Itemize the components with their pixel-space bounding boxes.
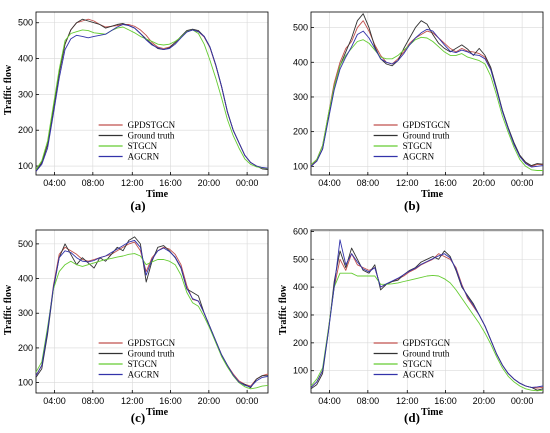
legend-entry: Ground truth <box>128 349 175 359</box>
chart-panel-1: 100 200 300 400 500 04:00 08:00 12:00 16:00 20:00… <box>3 11 269 213</box>
series-line-agcrn <box>310 239 544 388</box>
x-tick-label: 20:00 <box>473 396 496 406</box>
x-tick-label: 12:00 <box>121 396 144 406</box>
y-tick-label: 400 <box>18 274 33 284</box>
x-tick-label: 04:00 <box>43 178 66 188</box>
y-tick-label: 200 <box>293 338 308 348</box>
x-tick-label: 16:00 <box>159 396 182 406</box>
y-tick-label: 500 <box>18 239 33 249</box>
legend-entry: AGCRN <box>128 370 160 380</box>
y-tick-label: 500 <box>18 18 33 28</box>
x-tick-label: 20:00 <box>473 178 496 188</box>
legend-entry: GPDSTGCN <box>403 120 451 130</box>
plot-frame <box>310 229 544 394</box>
y-tick-label: 100 <box>18 378 33 388</box>
y-tick-label: 300 <box>293 310 308 320</box>
legend-entry: STGCN <box>128 359 158 369</box>
y-tick-label: 200 <box>293 127 308 137</box>
x-tick-label: 16:00 <box>434 178 457 188</box>
panel-label: (a) <box>130 198 145 213</box>
x-tick-label: 00:00 <box>236 178 259 188</box>
y-tick-label: 400 <box>293 57 308 67</box>
y-tick-label: 100 <box>293 161 308 171</box>
y-tick-label: 500 <box>293 254 308 264</box>
y-tick-label: 600 <box>293 226 308 236</box>
legend-entry: Ground truth <box>128 131 175 141</box>
series-line-stgcn <box>35 26 269 170</box>
plot-frame <box>35 11 269 176</box>
x-tick-label: 12:00 <box>396 396 419 406</box>
y-tick-label: 400 <box>18 54 33 64</box>
x-axis-label: Time <box>421 407 444 418</box>
y-tick-label: 300 <box>18 89 33 99</box>
x-tick-label: 12:00 <box>396 178 419 188</box>
legend-entry: AGCRN <box>128 152 160 162</box>
y-tick-label: 500 <box>293 23 308 33</box>
panel-label: (d) <box>404 410 420 425</box>
y-tick-label: 200 <box>18 125 33 135</box>
panel-label: (b) <box>404 198 420 213</box>
chart-panel-4: 100 200 300 400 500 600 04:00 08:00 12:00 16:00 20… <box>278 226 544 425</box>
y-tick-label: 100 <box>18 161 33 171</box>
x-tick-label: 20:00 <box>198 396 221 406</box>
legend-entry: GPDSTGCN <box>128 338 176 348</box>
series-line-stgcn <box>310 272 544 392</box>
legend-entry: STGCN <box>128 141 158 151</box>
x-tick-label: 00:00 <box>236 396 259 406</box>
series-line-stgcn <box>35 253 269 390</box>
y-axis-label: Traffic flow <box>3 64 14 115</box>
x-tick-label: 08:00 <box>82 178 105 188</box>
legend-entry: GPDSTGCN <box>128 120 176 130</box>
y-tick-label: 200 <box>18 343 33 353</box>
legend-entry: STGCN <box>403 141 433 151</box>
x-axis-label: Time <box>146 407 169 418</box>
x-tick-label: 08:00 <box>357 178 380 188</box>
y-tick-label: 300 <box>293 92 308 102</box>
y-tick-label: 100 <box>293 366 308 376</box>
x-tick-label: 08:00 <box>82 396 105 406</box>
x-tick-label: 00:00 <box>511 178 534 188</box>
series-line-agcrn <box>35 24 269 172</box>
legend-entry: Ground truth <box>403 131 450 141</box>
x-tick-label: 20:00 <box>198 178 221 188</box>
x-tick-label: 04:00 <box>318 396 341 406</box>
legend-entry: AGCRN <box>403 370 435 380</box>
series-line-agcrn <box>310 28 544 168</box>
x-tick-label: 08:00 <box>357 396 380 406</box>
x-tick-label: 04:00 <box>318 178 341 188</box>
x-axis-label: Time <box>146 189 169 200</box>
legend-entry: GPDSTGCN <box>403 338 451 348</box>
legend-entry: AGCRN <box>403 152 435 162</box>
series-line-agcrn <box>35 239 269 388</box>
x-tick-label: 00:00 <box>511 396 534 406</box>
x-tick-label: 04:00 <box>43 396 66 406</box>
y-axis-label: Traffic flow <box>278 284 289 335</box>
y-axis-label: Traffic flow <box>3 284 14 335</box>
x-tick-label: 16:00 <box>159 178 182 188</box>
chart-panel-3: 100 200 300 400 500 04:00 08:00 12:00 16:00 20:00… <box>3 229 269 425</box>
plot-frame <box>35 229 269 394</box>
plot-frame <box>310 11 544 176</box>
y-tick-label: 300 <box>18 308 33 318</box>
x-tick-label: 12:00 <box>121 178 144 188</box>
chart-panel-2: 100 200 300 400 500 04:00 08:00 12:00 16:00 20:00… <box>293 11 544 213</box>
x-tick-label: 16:00 <box>434 396 457 406</box>
legend-entry: Ground truth <box>403 349 450 359</box>
y-tick-label: 400 <box>293 282 308 292</box>
legend-entry: STGCN <box>403 359 433 369</box>
panel-label: (c) <box>131 410 145 425</box>
x-axis-label: Time <box>421 189 444 200</box>
